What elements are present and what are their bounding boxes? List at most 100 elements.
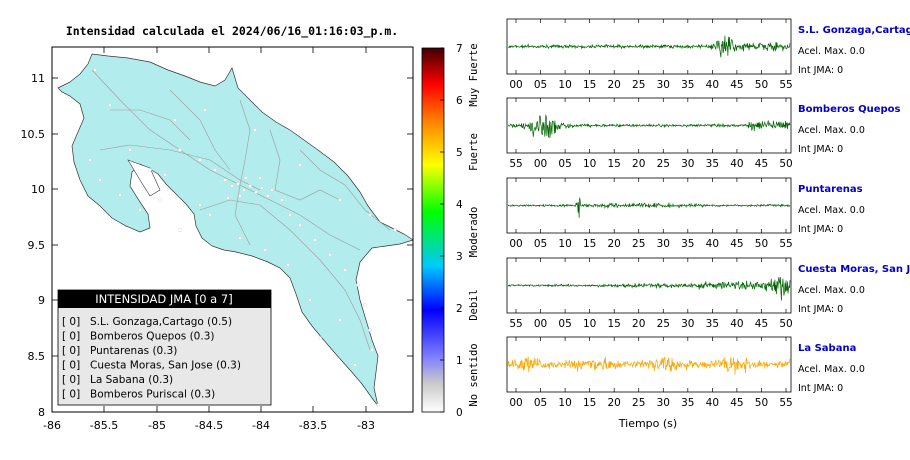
station-panel: 55 00 05 10 15 20 25 30 35 40 45 50 Cuesta Moras, Sa… — [506, 257, 910, 330]
latitude-tick-label: 10 — [31, 183, 45, 196]
time-tick-label: 40 — [730, 318, 743, 330]
time-tick-label: 05 — [534, 397, 547, 409]
station-jma: Int JMA: 0 — [798, 304, 843, 315]
time-tick-label: 20 — [607, 397, 620, 409]
time-tick-label: 55 — [509, 158, 522, 170]
station-jma: Int JMA: 0 — [798, 65, 843, 76]
legend-item-value: [ 0] — [62, 345, 80, 357]
latitude-tick-label: 8.5 — [28, 350, 46, 363]
time-tick-label: 05 — [558, 318, 571, 330]
legend-item-value: [ 0] — [62, 316, 80, 328]
time-tick-label: 45 — [730, 238, 743, 250]
time-tick-label: 45 — [730, 397, 743, 409]
time-tick-label: 30 — [681, 318, 694, 330]
time-tick-label: 20 — [632, 158, 645, 170]
time-tick-label: 30 — [657, 238, 670, 250]
time-tick-label: 15 — [607, 318, 620, 330]
longitude-tick-label: -83.5 — [299, 419, 327, 432]
station-panels: 00 05 10 15 20 25 30 35 40 45 50 55 S.L. Gonzaga,Car… — [506, 18, 910, 409]
waveform-trace — [507, 114, 791, 139]
legend-item-station: Cuesta Moras, San Jose (0.3) — [90, 360, 241, 372]
time-tick-label: 30 — [657, 79, 670, 91]
waveform-trace — [507, 276, 791, 301]
time-tick-label: 35 — [706, 158, 719, 170]
time-tick-label: 15 — [607, 158, 620, 170]
time-tick-label: 10 — [583, 318, 596, 330]
time-tick-label: 00 — [534, 158, 547, 170]
time-tick-label: 40 — [706, 397, 719, 409]
time-tick-label: 00 — [509, 238, 522, 250]
intensity-legend: INTENSIDAD JMA [0 a 7] [ 0] S.L. Gonzaga,… — [57, 289, 272, 406]
latitude-tick-label: 9 — [38, 294, 45, 307]
time-tick-label: 55 — [779, 79, 792, 91]
legend-header: INTENSIDAD JMA [0 a 7] — [95, 292, 232, 306]
time-tick-label: 25 — [632, 79, 645, 91]
time-tick-label: 40 — [706, 238, 719, 250]
colorbar-tick-label: 7 — [456, 43, 463, 55]
legend-item-station: Bomberos Puriscal (0.3) — [90, 389, 215, 401]
legend-item-value: [ 0] — [62, 360, 80, 372]
station-accel: Acel. Max. 0.0 — [798, 364, 865, 375]
station-panel: 55 00 05 10 15 20 25 30 35 40 45 50 Bomberos Quepos A… — [506, 97, 901, 170]
map-title: Intensidad calculada el 2024/06/16_01:16… — [66, 24, 398, 39]
waveform-trace — [507, 35, 791, 58]
time-tick-label: 50 — [779, 158, 792, 170]
time-tick-label: 15 — [583, 397, 596, 409]
station-panel: 00 05 10 15 20 25 30 35 40 45 50 55 S.L. Gonzaga,Car… — [506, 18, 910, 91]
station-name: La Sabana — [798, 343, 856, 354]
costa-rica-landmass — [57, 53, 413, 407]
latitude-axis: 11 10.5 10 9.5 9 8.5 8 — [21, 72, 413, 419]
station-jma: Int JMA: 0 — [798, 144, 843, 155]
time-tick-label: 50 — [755, 397, 768, 409]
time-tick-label: 15 — [583, 79, 596, 91]
station-name: Cuesta Moras, San Jose — [798, 264, 910, 275]
time-tick-label: 10 — [558, 79, 571, 91]
time-tick-label: 30 — [657, 397, 670, 409]
colorbar-tick-label: 6 — [456, 95, 463, 107]
time-tick-label: 25 — [657, 158, 670, 170]
time-tick-label: 05 — [534, 79, 547, 91]
time-tick-label: 55 — [509, 318, 522, 330]
legend-item-station: La Sabana (0.3) — [90, 374, 173, 386]
colorbar-tick-label: 4 — [456, 199, 463, 211]
colorbar-category-label: Muy Fuerte — [468, 43, 480, 106]
time-tick-label: 35 — [681, 79, 694, 91]
station-name: Puntarenas — [798, 184, 863, 195]
time-tick-label: 35 — [681, 397, 694, 409]
waveform-trace — [507, 197, 791, 218]
longitude-axis: -86 -85.5 -85 -84.5 -84 -83.5 -83 — [43, 47, 375, 432]
time-tick-label: 50 — [755, 238, 768, 250]
time-tick-label: 20 — [607, 79, 620, 91]
station-accel: Acel. Max. 0.0 — [798, 46, 865, 57]
time-tick-label: 10 — [558, 238, 571, 250]
legend-item-station: Puntarenas (0.3) — [90, 345, 177, 357]
time-tick-label: 00 — [509, 79, 522, 91]
station-panel: 00 05 10 15 20 25 30 35 40 45 50 55 La Sabana Acel. M… — [506, 336, 865, 409]
time-tick-label: 40 — [706, 79, 719, 91]
station-jma: Int JMA: 0 — [798, 224, 843, 235]
legend-item-station: S.L. Gonzaga,Cartago (0.5) — [90, 316, 232, 328]
latitude-tick-label: 11 — [31, 72, 45, 85]
colorbar-category-label: Debil — [468, 289, 480, 321]
colorbar-tick-label: 0 — [456, 407, 463, 419]
legend-item-value: [ 0] — [62, 374, 80, 386]
station-name: Bomberos Quepos — [798, 104, 901, 115]
time-tick-label: 35 — [681, 238, 694, 250]
time-tick-label: 20 — [632, 318, 645, 330]
time-tick-label: 25 — [632, 397, 645, 409]
time-tick-label: 35 — [706, 318, 719, 330]
station-name: S.L. Gonzaga,Cartago — [798, 25, 910, 36]
intensity-colorbar: 7 6 5 4 3 2 1 0 Muy Fuerte Fuerte Moderado Debil No… — [421, 43, 480, 419]
colorbar-category-label: Moderado — [468, 207, 480, 258]
legend-item-value: [ 0] — [62, 331, 80, 343]
colorbar-category-label: No sentido — [468, 343, 480, 406]
time-tick-label: 10 — [583, 158, 596, 170]
longitude-tick-label: -83 — [357, 419, 375, 432]
waveform-trace — [507, 355, 791, 375]
longitude-tick-label: -86 — [43, 419, 61, 432]
legend-item-station: Bomberos Quepos (0.3) — [90, 331, 214, 343]
time-tick-label: 25 — [632, 238, 645, 250]
legend-item-value: [ 0] — [62, 389, 80, 401]
colorbar-tick-label: 5 — [456, 147, 463, 159]
time-tick-label: 20 — [607, 238, 620, 250]
